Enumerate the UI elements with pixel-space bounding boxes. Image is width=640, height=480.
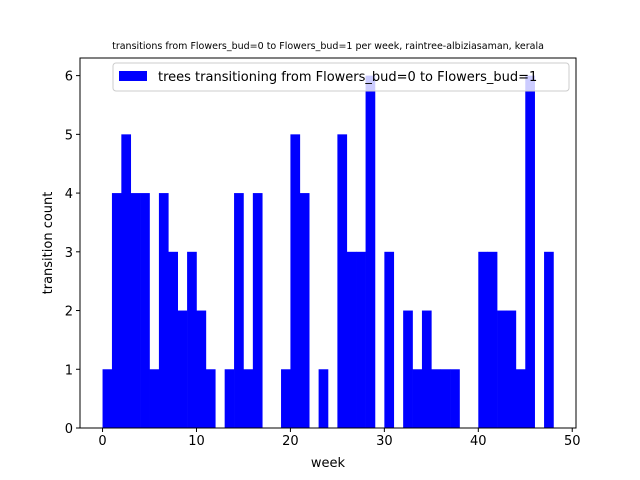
legend-swatch (119, 71, 147, 81)
bar-week-11 (205, 369, 216, 428)
bar-week-8 (177, 310, 188, 428)
bar-week-5 (149, 369, 160, 428)
bar-week-3 (130, 193, 141, 428)
bar-week-32 (403, 310, 413, 428)
bar-week-36 (440, 369, 451, 428)
y-tick-label: 2 (65, 305, 73, 320)
legend-label: trees transitioning from Flowers_bud=0 t… (158, 70, 537, 85)
x-tick-label: 0 (98, 434, 106, 449)
bar-week-34 (421, 310, 432, 428)
bar-week-26 (346, 251, 357, 428)
x-tick-label: 20 (282, 434, 299, 449)
bar-week-43 (506, 310, 517, 428)
bar-week-10 (196, 310, 207, 428)
bar-week-21 (299, 193, 310, 428)
bar-week-30 (384, 251, 395, 428)
bar-week-4 (140, 193, 150, 428)
bar-week-7 (168, 251, 178, 428)
y-tick-label: 0 (65, 422, 73, 437)
bar-week-16 (252, 193, 263, 428)
bar-week-1 (111, 193, 122, 428)
bar-week-13 (224, 369, 235, 428)
bar-week-40 (478, 251, 488, 428)
bar-week-0 (102, 369, 113, 428)
bar-week-44 (515, 369, 526, 428)
x-tick-label: 40 (470, 434, 487, 449)
bars-group (102, 75, 554, 428)
x-axis-title: week (311, 456, 346, 471)
legend: trees transitioning from Flowers_bud=0 t… (112, 62, 570, 92)
y-tick-label: 1 (65, 363, 73, 378)
bar-week-2 (121, 134, 132, 428)
bar-week-37 (450, 369, 460, 428)
bar-week-23 (318, 369, 329, 428)
bar-week-6 (158, 193, 169, 428)
x-tick-label: 50 (564, 434, 581, 449)
y-tick-label: 4 (65, 187, 73, 202)
x-tick-label: 10 (188, 434, 205, 449)
bar-week-19 (281, 369, 291, 428)
bar-week-41 (487, 251, 498, 428)
bar-week-35 (431, 369, 442, 428)
bar-week-47 (544, 251, 554, 428)
bar-week-45 (525, 75, 535, 428)
legend-box (112, 62, 570, 92)
y-axis: 0 1 2 3 4 5 6 (65, 70, 80, 437)
y-tick-label: 3 (65, 246, 73, 261)
y-tick-label: 5 (65, 128, 73, 143)
x-axis: 0 10 20 30 40 50 (98, 428, 581, 449)
bar-week-15 (243, 369, 254, 428)
bar-week-42 (497, 310, 507, 428)
bar-week-27 (356, 251, 366, 428)
bar-week-33 (412, 369, 423, 428)
chart-title: transitions from Flowers_bud=0 to Flower… (112, 41, 544, 52)
plot-frame (79, 57, 577, 429)
bar-week-28 (365, 75, 376, 428)
bar-week-14 (234, 193, 244, 428)
bar-week-25 (337, 134, 348, 428)
y-axis-title: transition count (41, 192, 56, 295)
bar-week-20 (290, 134, 301, 428)
x-tick-label: 30 (376, 434, 393, 449)
bar-week-9 (187, 251, 197, 428)
y-tick-label: 6 (65, 70, 73, 85)
